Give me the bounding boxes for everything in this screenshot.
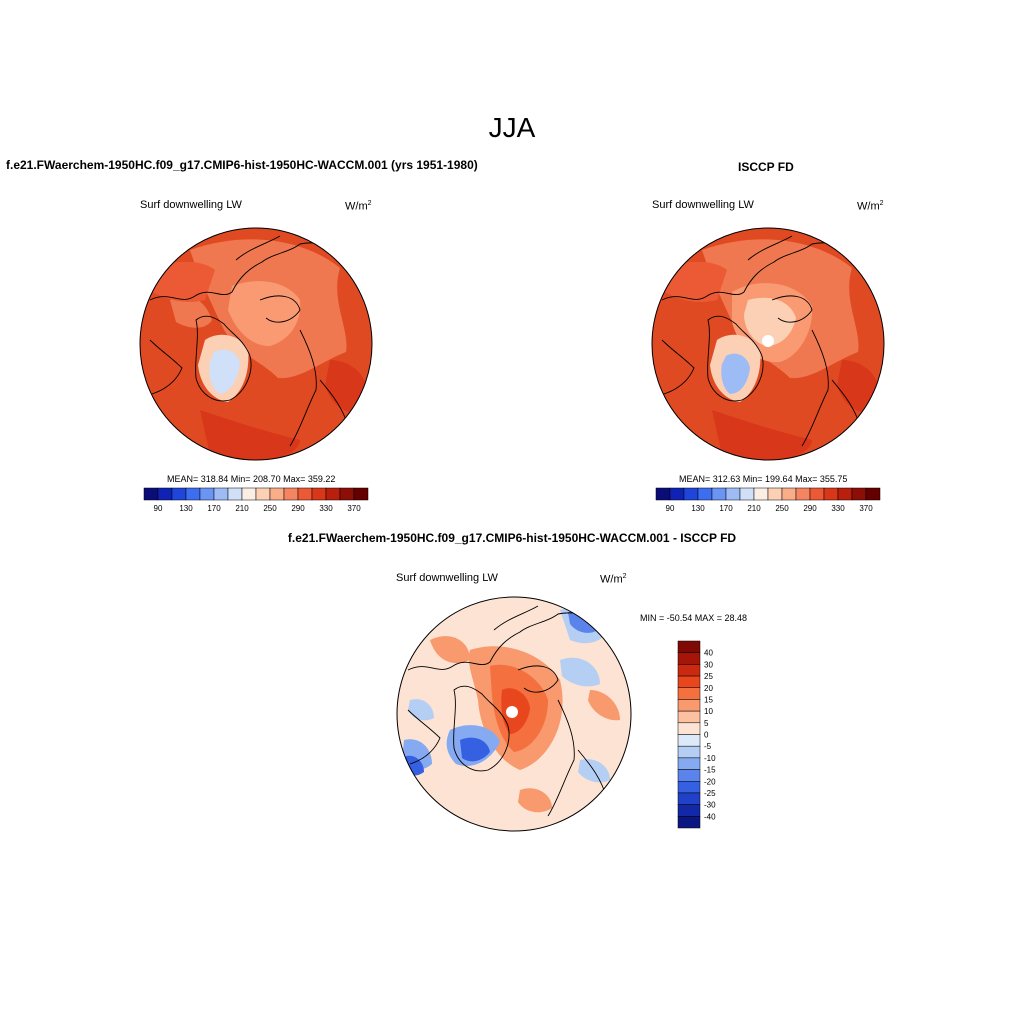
figure-title: JJA	[488, 112, 536, 143]
right-colorbar-swatch	[725, 487, 741, 501]
right-units-label: W/m2	[857, 200, 884, 213]
diff-colorbar-tick-label: 10	[704, 707, 713, 716]
left-colorbar-swatch	[157, 487, 173, 501]
left-colorbar-tick-label: 210	[235, 504, 249, 513]
diff-colorbar-swatch	[677, 675, 701, 688]
diff-colorbar-tick-label: -15	[704, 766, 716, 775]
left-stats: MEAN= 318.84 Min= 208.70 Max= 359.22	[167, 474, 336, 484]
diff-colorbar-swatch	[677, 699, 701, 712]
left-colorbar: 90 130 170 210 250 290 330 370	[143, 487, 369, 513]
diff-colorbar-swatch	[677, 745, 701, 759]
left-colorbar-swatch	[213, 487, 229, 501]
diff-colorbar-tick-label: -5	[704, 742, 712, 751]
diff-colorbar-tick-label: 30	[704, 660, 713, 669]
left-colorbar-swatch	[241, 487, 257, 501]
right-polar-map	[651, 227, 885, 461]
right-colorbar-swatch	[739, 487, 755, 501]
right-colorbar-swatch	[767, 487, 783, 501]
diff-panel-title: f.e21.FWaerchem-1950HC.f09_g17.CMIP6-his…	[287, 531, 737, 545]
left-colorbar-swatch	[171, 487, 187, 501]
left-colorbar-swatch	[269, 487, 285, 501]
diff-colorbar-swatch	[677, 757, 701, 770]
left-variable-label: Surf downwelling LW	[140, 199, 242, 211]
left-colorbar-tick-label: 170	[207, 504, 221, 513]
left-colorbar-swatch	[227, 487, 243, 501]
right-colorbar-swatch	[823, 487, 839, 501]
diff-colorbar-tick-label: -20	[704, 777, 716, 786]
diff-stats: MIN = -50.54 MAX = 28.48	[640, 613, 748, 623]
right-colorbar-swatch	[781, 487, 797, 501]
diff-colorbar-swatch	[677, 781, 701, 794]
diff-colorbar-tick-label: -10	[704, 754, 716, 763]
diff-colorbar-swatch	[677, 816, 701, 829]
left-colorbar-tick-label: 290	[291, 504, 305, 513]
left-polar-map	[139, 227, 373, 461]
diff-colorbar-tick-label: 20	[704, 684, 713, 693]
diff-colorbar-tick-label: 0	[704, 731, 709, 740]
diff-colorbar-swatch	[677, 792, 701, 805]
right-variable-label: Surf downwelling LW	[652, 199, 754, 211]
right-panel-title: ISCCP FD	[738, 160, 794, 174]
left-colorbar-tick-label: 330	[319, 504, 333, 513]
left-colorbar-swatch	[143, 487, 159, 501]
right-colorbar-tick-label: 130	[691, 504, 705, 513]
diff-colorbar-tick-label: 40	[704, 649, 713, 658]
right-colorbar-swatch	[669, 487, 685, 501]
left-colorbar-swatch	[283, 487, 299, 501]
diff-polar-map	[396, 596, 632, 832]
right-colorbar-swatch	[753, 487, 769, 501]
diff-colorbar-swatch	[677, 804, 701, 817]
right-colorbar-swatch	[865, 487, 881, 501]
diff-colorbar-tick-label: -40	[704, 812, 716, 821]
diff-colorbar-tick-label: 25	[704, 672, 713, 681]
left-panel-title: f.e21.FWaerchem-1950HC.f09_g17.CMIP6-his…	[6, 158, 478, 172]
diff-colorbar-swatch	[677, 664, 701, 677]
diff-colorbar-swatch	[677, 722, 701, 735]
left-colorbar-tick-label: 130	[179, 504, 193, 513]
diff-variable-label: Surf downwelling LW	[396, 572, 498, 584]
right-colorbar: 90 130 170 210 250 290 330 370	[655, 487, 881, 513]
right-colorbar-swatch	[655, 487, 671, 501]
diff-colorbar-swatch	[677, 687, 701, 700]
diff-colorbar-tick-label: 15	[704, 695, 713, 704]
right-colorbar-swatch	[837, 487, 853, 501]
diff-colorbar-swatch	[677, 769, 701, 782]
left-colorbar-swatch	[325, 487, 341, 501]
right-colorbar-tick-label: 170	[719, 504, 733, 513]
right-colorbar-swatch	[795, 487, 811, 501]
right-stats: MEAN= 312.63 Min= 199.64 Max= 355.75	[679, 474, 848, 484]
right-colorbar-tick-label: 210	[747, 504, 761, 513]
right-colorbar-swatch	[711, 487, 727, 501]
left-colorbar-swatch	[199, 487, 215, 501]
right-colorbar-tick-label: 90	[666, 504, 675, 513]
left-colorbar-tick-label: 90	[154, 504, 163, 513]
right-colorbar-tick-label: 290	[803, 504, 817, 513]
diff-colorbar-swatch	[677, 734, 701, 747]
diff-colorbar-swatch	[677, 640, 701, 653]
diff-colorbar: 40 30 25 20 15 10 5 0 -5 -10 -15 -20 -25 -30 -40	[677, 640, 716, 829]
right-colorbar-tick-label: 370	[859, 504, 873, 513]
right-colorbar-tick-label: 250	[775, 504, 789, 513]
left-colorbar-swatch	[339, 487, 355, 501]
right-colorbar-swatch	[683, 487, 699, 501]
right-colorbar-swatch	[697, 487, 713, 501]
left-colorbar-swatch	[353, 487, 369, 501]
diff-colorbar-swatch	[677, 652, 701, 665]
right-colorbar-tick-label: 330	[831, 504, 845, 513]
left-colorbar-swatch	[185, 487, 201, 501]
right-colorbar-swatch	[851, 487, 867, 501]
diff-colorbar-tick-label: -30	[704, 801, 716, 810]
left-colorbar-tick-label: 370	[347, 504, 361, 513]
left-colorbar-swatch	[311, 487, 327, 501]
left-units-label: W/m2	[345, 200, 372, 213]
diff-colorbar-tick-label: 5	[704, 719, 709, 728]
left-colorbar-swatch	[297, 487, 313, 501]
diff-colorbar-tick-label: -25	[704, 789, 716, 798]
diff-units-label: W/m2	[600, 573, 627, 586]
right-colorbar-swatch	[809, 487, 825, 501]
left-colorbar-tick-label: 250	[263, 504, 277, 513]
left-colorbar-swatch	[255, 487, 271, 501]
diff-colorbar-swatch	[677, 710, 701, 724]
